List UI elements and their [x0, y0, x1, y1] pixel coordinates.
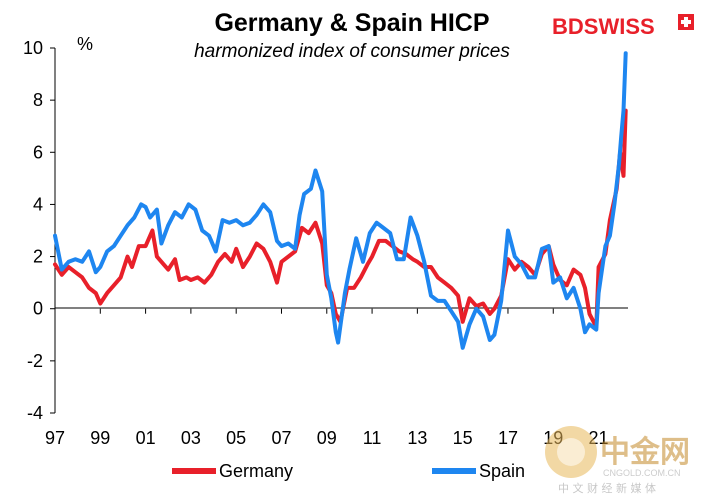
x-tick-label: 97 [45, 428, 65, 448]
legend: Germany Spain [172, 461, 525, 481]
series-line-spain [53, 51, 628, 350]
y-tick-label: 4 [33, 194, 43, 214]
y-tick-label: 6 [33, 142, 43, 162]
x-tick-label: 05 [226, 428, 246, 448]
x-tick-label: 15 [453, 428, 473, 448]
y-tick-label: -2 [27, 351, 43, 371]
x-tick-label: 07 [271, 428, 291, 448]
x-tick-label: 01 [136, 428, 156, 448]
x-tick-label: 99 [90, 428, 110, 448]
y-tick-label: 2 [33, 247, 43, 267]
svg-text:BDSWISS: BDSWISS [552, 14, 655, 39]
x-tick-label: 09 [317, 428, 337, 448]
bdswiss-logo: BDSWISS [552, 14, 694, 39]
cngold-watermark: 中金网 CNGOLD.COM.CN 中 文 财 经 新 媒 体 [545, 426, 690, 495]
series-line-germany [53, 108, 628, 329]
chart-subtitle: harmonized index of consumer prices [194, 41, 510, 62]
y-axis-unit-label: % [77, 34, 93, 54]
svg-text:中 文 财 经 新 媒 体: 中 文 财 经 新 媒 体 [558, 481, 656, 495]
y-tick-label: 8 [33, 90, 43, 110]
x-tick-label: 11 [363, 428, 382, 448]
chart-title: Germany & Spain HICP [214, 9, 489, 37]
y-tick-label: 10 [23, 38, 43, 58]
svg-text:中金网: 中金网 [600, 435, 690, 470]
x-tick-label: 17 [498, 428, 518, 448]
x-tick-label: 13 [407, 428, 427, 448]
x-tick-label: 03 [181, 428, 201, 448]
y-tick-label: -4 [27, 403, 43, 423]
legend-label-spain: Spain [479, 461, 525, 481]
y-tick-label: 0 [33, 299, 43, 319]
legend-label-germany: Germany [219, 461, 293, 481]
svg-text:CNGOLD.COM.CN: CNGOLD.COM.CN [603, 468, 681, 478]
